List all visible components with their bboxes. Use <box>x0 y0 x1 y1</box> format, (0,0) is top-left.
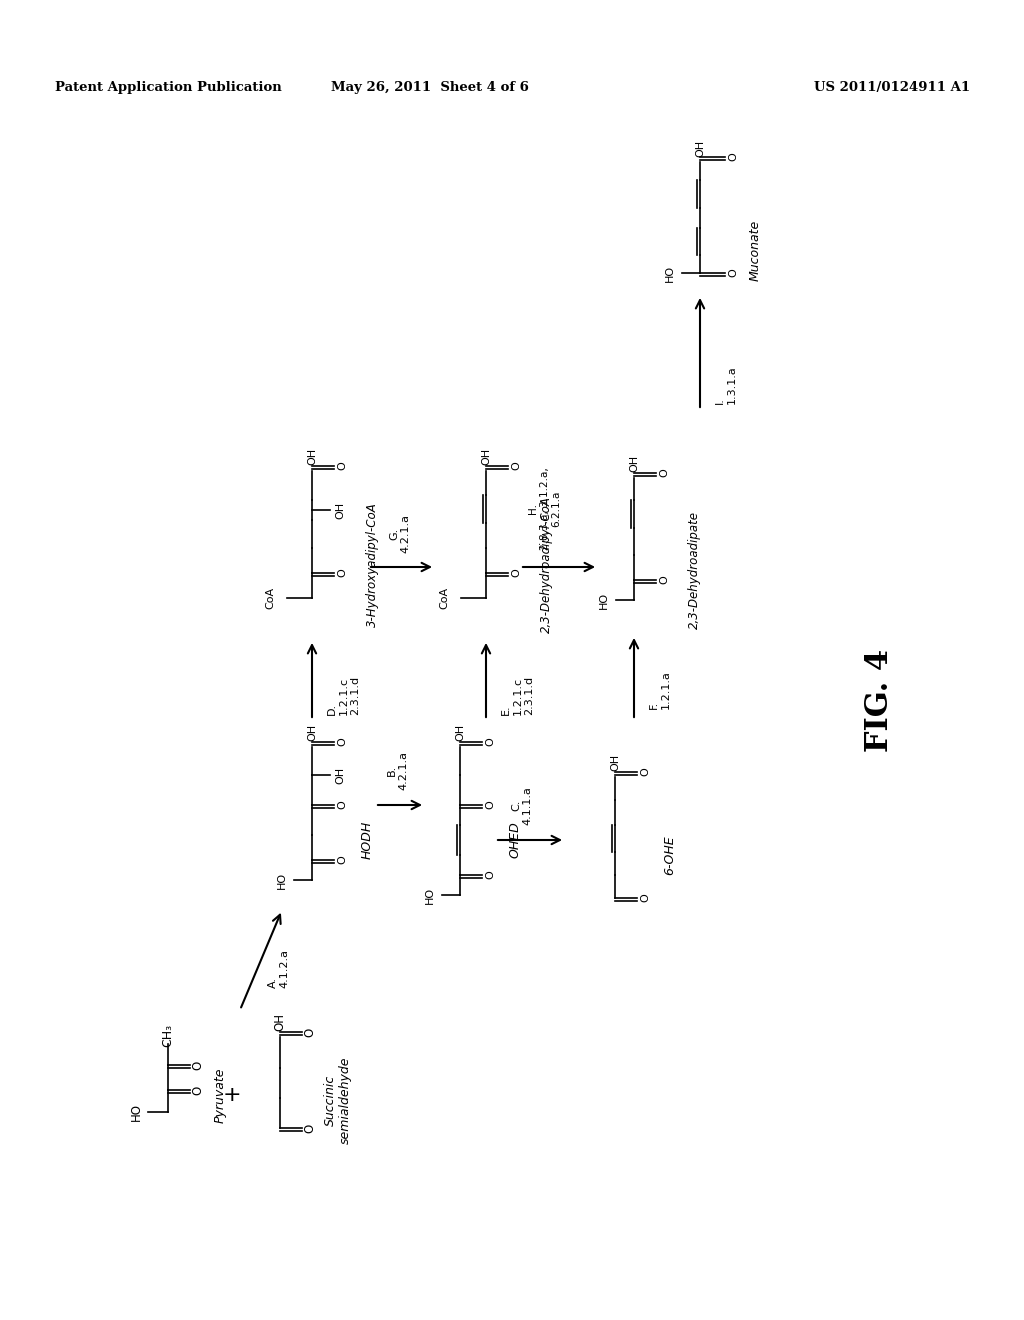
Text: Succinic
semialdehyde: Succinic semialdehyde <box>324 1056 352 1143</box>
Text: Patent Application Publication: Patent Application Publication <box>55 82 282 95</box>
Text: 2,3-Dehydroadipate: 2,3-Dehydroadipate <box>687 511 700 630</box>
Text: OH: OH <box>273 1012 287 1031</box>
Text: OH: OH <box>335 767 345 784</box>
Text: O: O <box>659 576 669 585</box>
Text: FIG. 4: FIG. 4 <box>864 648 896 751</box>
Text: CoA: CoA <box>439 587 449 609</box>
Text: O: O <box>337 801 347 809</box>
Text: OH: OH <box>335 502 345 519</box>
Text: O: O <box>511 569 521 577</box>
Text: HO: HO <box>665 264 675 281</box>
Text: H.
2.8.3.a, 3.1.2.a,
6.2.1.a: H. 2.8.3.a, 3.1.2.a, 6.2.1.a <box>528 467 561 550</box>
Text: E.
1.2.1.c
2.3.1.d: E. 1.2.1.c 2.3.1.d <box>501 676 535 714</box>
Text: O: O <box>303 1123 316 1133</box>
Text: O: O <box>728 153 738 161</box>
Text: HO: HO <box>425 887 435 904</box>
Text: HODH: HODH <box>360 821 374 859</box>
Text: Muconate: Muconate <box>749 219 762 281</box>
Text: O: O <box>337 738 347 746</box>
Text: US 2011/0124911 A1: US 2011/0124911 A1 <box>814 82 970 95</box>
Text: 2,3-Dehydroadipyl-CoA: 2,3-Dehydroadipyl-CoA <box>540 496 553 634</box>
Text: B.
4.2.1.a: B. 4.2.1.a <box>387 751 409 789</box>
Text: OH: OH <box>695 140 705 157</box>
Text: D.
1.2.1.c
2.3.1.d: D. 1.2.1.c 2.3.1.d <box>327 676 360 714</box>
Text: O: O <box>191 1060 205 1069</box>
Text: CoA: CoA <box>265 587 275 609</box>
Text: O: O <box>640 894 650 903</box>
Text: OH: OH <box>629 454 639 471</box>
Text: +: + <box>222 1085 242 1105</box>
Text: O: O <box>485 801 495 809</box>
Text: O: O <box>659 469 669 478</box>
Text: C.
4.1.1.a: C. 4.1.1.a <box>511 787 532 825</box>
Text: O: O <box>485 738 495 746</box>
Text: O: O <box>485 871 495 879</box>
Text: I.
1.3.1.a: I. 1.3.1.a <box>715 366 736 404</box>
Text: O: O <box>337 855 347 865</box>
Text: HO: HO <box>599 591 609 609</box>
Text: HO: HO <box>278 871 287 888</box>
Text: HO: HO <box>129 1104 142 1121</box>
Text: OH: OH <box>307 447 317 465</box>
Text: 6-OHE: 6-OHE <box>664 836 677 875</box>
Text: F.
1.2.1.a: F. 1.2.1.a <box>649 671 671 709</box>
Text: A.
4.1.2.a: A. 4.1.2.a <box>268 949 290 987</box>
Text: May 26, 2011  Sheet 4 of 6: May 26, 2011 Sheet 4 of 6 <box>331 82 529 95</box>
Text: O: O <box>191 1085 205 1094</box>
Text: OH: OH <box>307 723 317 741</box>
Text: OH: OH <box>455 723 465 741</box>
Text: CH₃: CH₃ <box>162 1023 174 1047</box>
Text: O: O <box>511 462 521 470</box>
Text: OH: OH <box>481 447 490 465</box>
Text: O: O <box>337 569 347 577</box>
Text: O: O <box>728 269 738 277</box>
Text: OH: OH <box>610 754 620 771</box>
Text: G.
4.2.1.a: G. 4.2.1.a <box>389 513 411 553</box>
Text: 3-Hydroxyadipyl-CoA: 3-Hydroxyadipyl-CoA <box>366 503 379 627</box>
Text: O: O <box>303 1027 316 1036</box>
Text: O: O <box>337 462 347 470</box>
Text: O: O <box>640 768 650 776</box>
Text: OHED: OHED <box>509 821 521 858</box>
Text: Pyruvate: Pyruvate <box>213 1068 226 1123</box>
